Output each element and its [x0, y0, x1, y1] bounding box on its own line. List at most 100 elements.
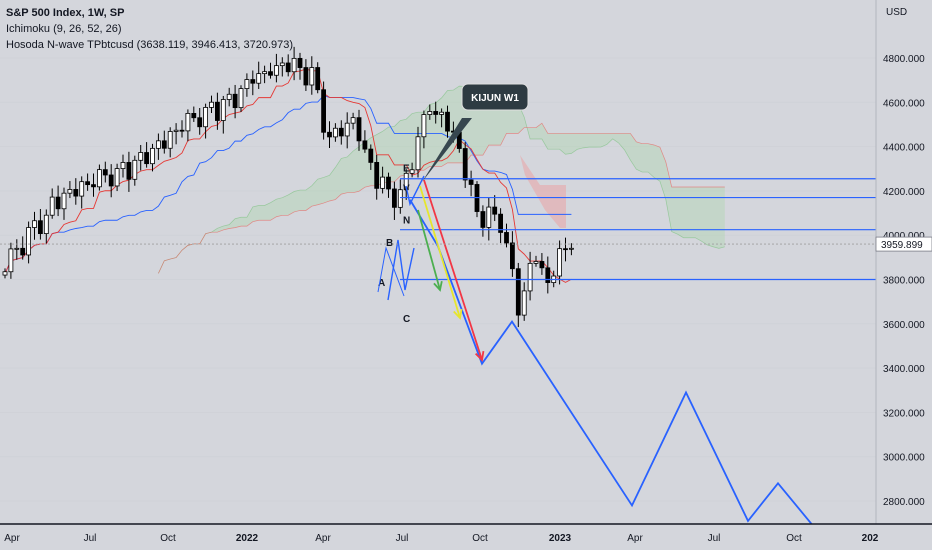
candle-down: [338, 127, 344, 137]
candle-up: [173, 129, 179, 132]
candle-down: [38, 220, 43, 235]
candle-down: [468, 179, 474, 185]
candle-down: [545, 267, 551, 283]
candle-up: [2, 271, 8, 276]
candle-up: [527, 262, 533, 292]
level-letter: N: [403, 216, 410, 227]
candle-up: [14, 247, 20, 250]
candle-up: [49, 196, 55, 216]
candle-up: [97, 169, 102, 188]
x-tick-label: Apr: [627, 533, 643, 544]
candle-down: [386, 176, 391, 190]
candle-up: [439, 111, 445, 115]
legend-nwave: Hosoda N-wave TPbtcusd (3638.119, 3946.4…: [6, 39, 294, 51]
candle-up: [557, 248, 562, 277]
candle-up: [291, 57, 297, 73]
candle-up: [185, 112, 191, 132]
candle-down: [232, 93, 238, 109]
y-tick-label: 3400.000: [883, 364, 925, 375]
y-tick-label: 3200.000: [883, 408, 925, 419]
candle-up: [120, 162, 126, 169]
y-tick-label: 3600.000: [883, 320, 925, 331]
candle-up: [32, 220, 37, 228]
candle-down: [73, 189, 79, 197]
candle-up: [427, 111, 433, 115]
kijun-line: [4, 95, 572, 274]
candle-down: [374, 162, 380, 189]
candle-up: [533, 261, 539, 264]
level-letter: E: [403, 164, 410, 175]
candle-down: [20, 247, 26, 256]
x-tick-label: Apr: [315, 533, 331, 544]
x-tick-label: 2023: [549, 533, 572, 544]
candle-up: [344, 122, 350, 137]
legend-ichimoku: Ichimoku (9, 26, 52, 26): [6, 23, 122, 35]
candle-up: [203, 107, 209, 128]
candle-up: [273, 65, 279, 76]
candle-up: [67, 189, 73, 194]
candle-down: [85, 181, 90, 186]
legend-title: S&P 500 Index, 1W, SP: [6, 7, 125, 19]
candle-down: [285, 62, 291, 73]
candle-up: [79, 181, 85, 197]
ichimoku-cloud-bear: [520, 155, 566, 228]
annotation-pointer: [422, 118, 472, 182]
candle-down: [492, 206, 498, 215]
projection-path: [409, 199, 813, 524]
candle-down: [179, 129, 185, 132]
candle-up: [415, 136, 421, 171]
y-tick-label: 4400.000: [883, 143, 925, 154]
candle-up: [380, 176, 386, 189]
y-tick-label: 3800.000: [883, 276, 925, 287]
candle-up: [409, 169, 415, 174]
x-tick-label: Jul: [396, 533, 409, 544]
y-tick-label: 3000.000: [883, 453, 925, 464]
arrow-yellow-head: [453, 308, 463, 320]
candle-down: [504, 232, 509, 244]
candle-up: [486, 206, 492, 228]
candle-up: [220, 99, 226, 121]
y-tick-label: 4600.000: [883, 98, 925, 109]
tenkan-line: [4, 68, 572, 283]
price-tag-label: 3959.899: [881, 240, 923, 251]
candle-down: [368, 148, 374, 163]
x-tick-label: Apr: [4, 533, 20, 544]
candle-down: [144, 152, 150, 165]
chart-legend: S&P 500 Index, 1W, SP Ichimoku (9, 26, 5…: [6, 5, 293, 53]
senkou-span-b: [158, 122, 725, 274]
candle-down: [321, 89, 327, 133]
level-letter: C: [403, 314, 410, 325]
candle-down: [161, 140, 167, 149]
candle-up: [26, 227, 32, 256]
x-tick-label: Oct: [160, 533, 176, 544]
candle-down: [303, 67, 309, 86]
candle-down: [315, 67, 321, 91]
candle-down: [515, 268, 521, 316]
candle-down: [327, 131, 332, 138]
candle-up: [309, 67, 315, 86]
candle-up: [114, 168, 120, 187]
candle-up: [332, 127, 338, 138]
candle-down: [433, 111, 439, 115]
candle-up: [521, 290, 527, 316]
candle-down: [214, 101, 220, 121]
level-letter: B: [386, 238, 393, 249]
candle-down: [356, 117, 362, 142]
candle-up: [155, 140, 161, 149]
arrow-red: [423, 179, 483, 361]
candle-down: [445, 111, 450, 132]
candle-up: [138, 152, 144, 161]
x-tick-label: Jul: [84, 533, 97, 544]
y-tick-label: 4200.000: [883, 187, 925, 198]
candle-up: [569, 247, 574, 250]
annotation-box: [461, 83, 529, 111]
candle-up: [421, 114, 427, 138]
nwave-pattern-abc: [377, 246, 405, 297]
x-tick-label: Jul: [708, 533, 721, 544]
candle-up: [43, 214, 49, 235]
candle-up: [167, 131, 173, 149]
candle-down: [498, 213, 504, 233]
